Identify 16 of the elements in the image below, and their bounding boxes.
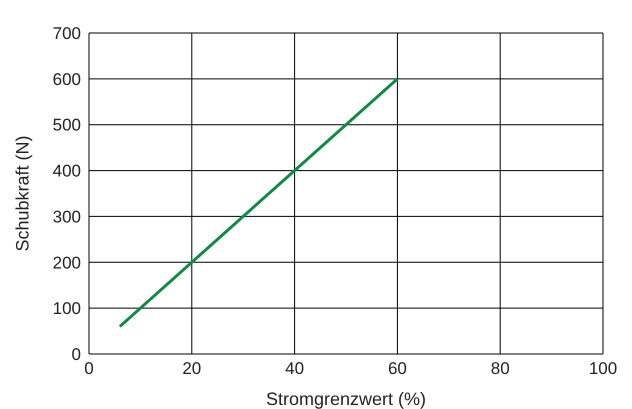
y-axis-title: Schubkraft (N) (12, 135, 32, 252)
x-tick-label: 60 (388, 359, 407, 378)
y-tick-label: 0 (72, 345, 81, 364)
y-tick-label: 700 (52, 24, 81, 44)
x-axis-title: Stromgrenzwert (%) (266, 389, 426, 409)
y-tick-label: 200 (52, 253, 81, 272)
x-tick-label: 0 (84, 359, 94, 378)
y-tick-label: 400 (52, 162, 81, 181)
x-tick-label: 80 (490, 359, 510, 378)
y-tick-label: 300 (52, 207, 81, 226)
x-tick-label: 20 (182, 359, 202, 378)
y-tick-label: 500 (52, 116, 81, 135)
x-tick-label: 40 (285, 359, 304, 378)
y-tick-label: 600 (52, 70, 81, 89)
y-tick-label: 100 (52, 299, 81, 318)
x-tick-label: 100 (588, 359, 618, 378)
